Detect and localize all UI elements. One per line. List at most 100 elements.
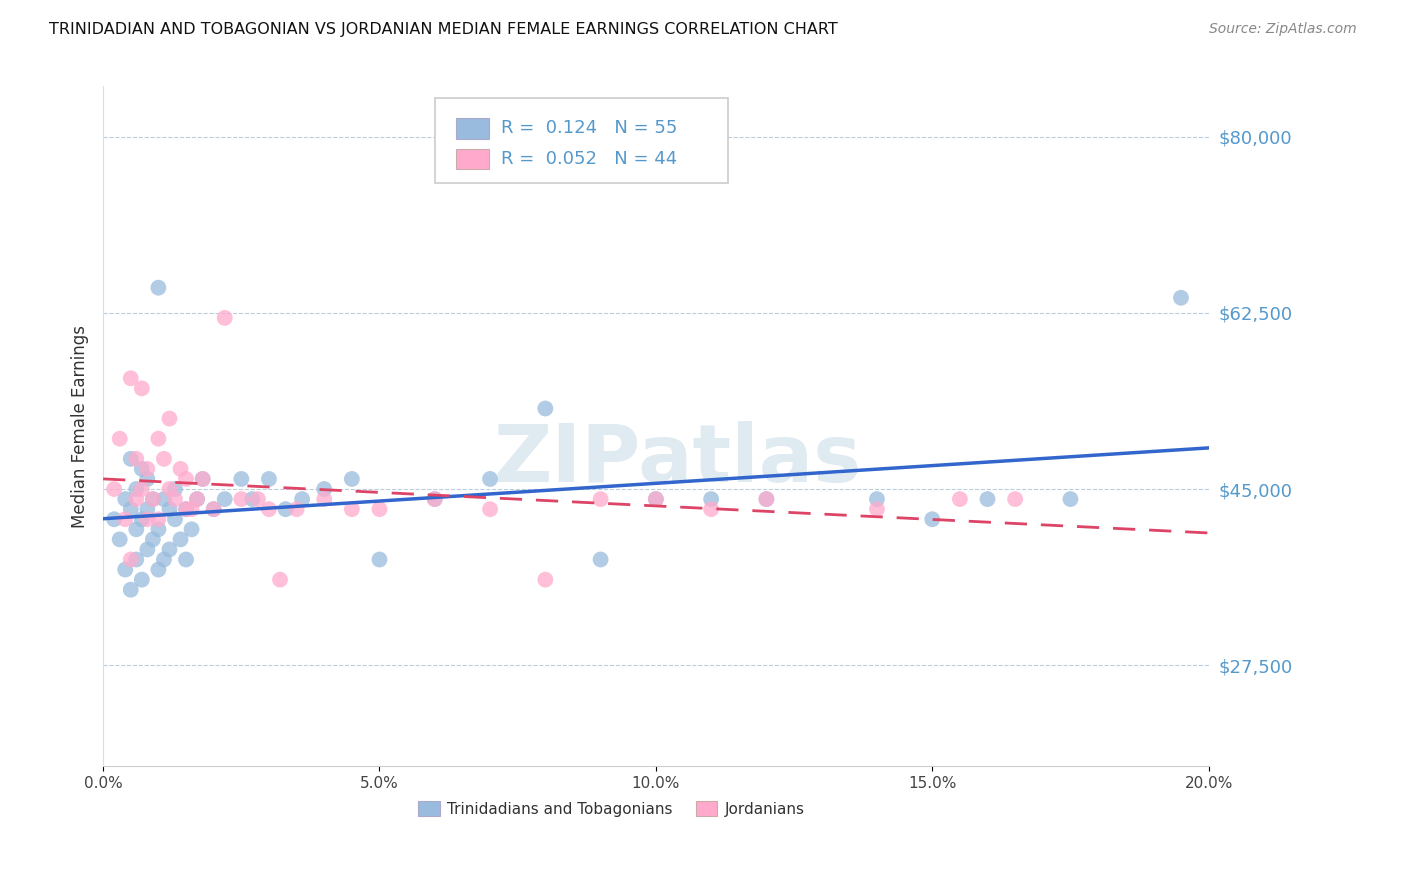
- Text: TRINIDADIAN AND TOBAGONIAN VS JORDANIAN MEDIAN FEMALE EARNINGS CORRELATION CHART: TRINIDADIAN AND TOBAGONIAN VS JORDANIAN …: [49, 22, 838, 37]
- Point: [159, 482, 181, 496]
- Point: [153, 552, 176, 566]
- Point: [1004, 492, 1026, 507]
- Point: [340, 502, 363, 516]
- Point: [136, 472, 159, 486]
- Point: [174, 552, 197, 566]
- Point: [191, 472, 214, 486]
- Point: [120, 552, 142, 566]
- Point: [240, 492, 263, 507]
- Point: [368, 552, 391, 566]
- Point: [174, 472, 197, 486]
- Point: [153, 451, 176, 466]
- Text: R =  0.124   N = 55: R = 0.124 N = 55: [501, 120, 678, 137]
- Point: [125, 482, 148, 496]
- Point: [1170, 291, 1192, 305]
- Point: [976, 492, 998, 507]
- Point: [291, 492, 314, 507]
- Point: [755, 492, 778, 507]
- Point: [163, 492, 186, 507]
- Point: [148, 563, 170, 577]
- Point: [120, 582, 142, 597]
- Point: [103, 512, 125, 526]
- Point: [314, 492, 336, 507]
- Point: [700, 492, 723, 507]
- Point: [180, 502, 202, 516]
- Point: [131, 482, 153, 496]
- Point: [125, 451, 148, 466]
- Point: [131, 512, 153, 526]
- Point: [534, 573, 557, 587]
- Point: [108, 432, 131, 446]
- Point: [153, 492, 176, 507]
- Text: Source: ZipAtlas.com: Source: ZipAtlas.com: [1209, 22, 1357, 37]
- Point: [120, 502, 142, 516]
- Point: [231, 472, 253, 486]
- Point: [202, 502, 225, 516]
- Point: [186, 492, 208, 507]
- Text: ZIPatlas: ZIPatlas: [494, 421, 862, 500]
- Point: [534, 401, 557, 416]
- Point: [125, 492, 148, 507]
- Point: [755, 492, 778, 507]
- Point: [231, 492, 253, 507]
- Point: [114, 492, 136, 507]
- Point: [163, 482, 186, 496]
- Point: [274, 502, 297, 516]
- Point: [131, 573, 153, 587]
- Point: [159, 411, 181, 425]
- FancyBboxPatch shape: [434, 98, 728, 183]
- Point: [423, 492, 446, 507]
- FancyBboxPatch shape: [456, 149, 489, 169]
- Point: [314, 482, 336, 496]
- Point: [120, 371, 142, 385]
- Point: [589, 552, 612, 566]
- Point: [949, 492, 972, 507]
- Point: [644, 492, 666, 507]
- Point: [169, 462, 191, 476]
- Point: [136, 502, 159, 516]
- Point: [214, 310, 236, 325]
- Point: [142, 492, 165, 507]
- Point: [285, 502, 308, 516]
- Point: [142, 533, 165, 547]
- Point: [148, 522, 170, 536]
- FancyBboxPatch shape: [456, 119, 489, 138]
- Point: [340, 472, 363, 486]
- Point: [136, 462, 159, 476]
- Point: [131, 381, 153, 395]
- Point: [169, 533, 191, 547]
- Point: [479, 472, 502, 486]
- Point: [589, 492, 612, 507]
- Point: [125, 552, 148, 566]
- Point: [120, 451, 142, 466]
- Y-axis label: Median Female Earnings: Median Female Earnings: [72, 325, 89, 527]
- Point: [191, 472, 214, 486]
- Point: [174, 502, 197, 516]
- Point: [479, 502, 502, 516]
- Point: [163, 512, 186, 526]
- Point: [103, 482, 125, 496]
- Point: [423, 492, 446, 507]
- Point: [180, 522, 202, 536]
- Point: [159, 502, 181, 516]
- Point: [136, 512, 159, 526]
- Point: [148, 512, 170, 526]
- Legend: Trinidadians and Tobagonians, Jordanians: Trinidadians and Tobagonians, Jordanians: [412, 795, 811, 822]
- Point: [269, 573, 291, 587]
- Text: R =  0.052   N = 44: R = 0.052 N = 44: [501, 150, 678, 168]
- Point: [148, 432, 170, 446]
- Point: [214, 492, 236, 507]
- Point: [142, 492, 165, 507]
- Point: [186, 492, 208, 507]
- Point: [131, 462, 153, 476]
- Point: [246, 492, 269, 507]
- Point: [114, 512, 136, 526]
- Point: [136, 542, 159, 557]
- Point: [148, 281, 170, 295]
- Point: [866, 502, 889, 516]
- Point: [159, 542, 181, 557]
- Point: [368, 502, 391, 516]
- Point: [257, 502, 280, 516]
- Point: [257, 472, 280, 486]
- Point: [1059, 492, 1081, 507]
